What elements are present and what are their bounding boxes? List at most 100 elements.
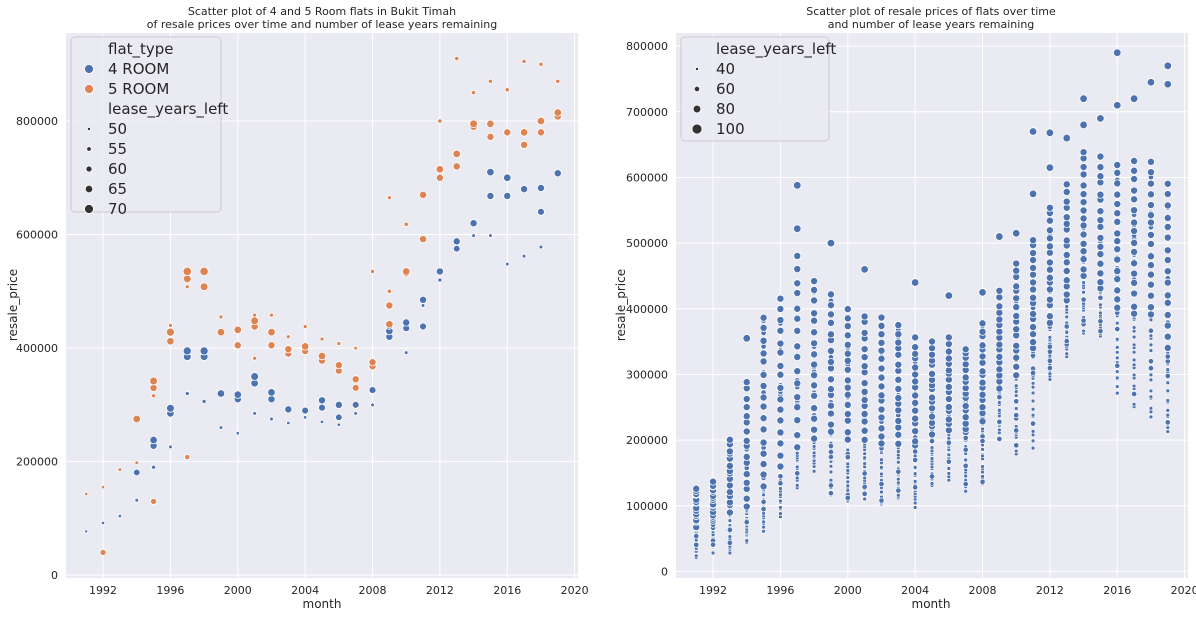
data-point	[1148, 414, 1154, 420]
data-point	[1146, 168, 1155, 177]
data-point	[403, 221, 409, 227]
data-point	[826, 301, 835, 310]
data-point	[928, 430, 937, 439]
data-point	[911, 333, 920, 342]
data-point	[946, 436, 952, 441]
data-point	[1079, 239, 1088, 248]
x-tick-label: 1992	[699, 584, 727, 597]
data-point	[1130, 238, 1139, 247]
data-point	[1029, 309, 1038, 318]
data-point	[978, 378, 987, 387]
data-point	[233, 325, 242, 335]
data-point	[725, 508, 734, 517]
data-point	[894, 430, 903, 439]
data-point	[1047, 335, 1053, 340]
data-point	[1130, 206, 1139, 215]
data-point	[963, 489, 968, 494]
data-point	[1165, 388, 1170, 393]
data-point	[944, 395, 953, 404]
data-point	[727, 550, 733, 556]
data-point	[503, 173, 512, 182]
data-point	[1063, 323, 1070, 330]
data-point	[1113, 48, 1122, 57]
data-point	[896, 492, 901, 498]
data-point	[894, 416, 903, 425]
data-point	[810, 316, 819, 325]
data-point	[1064, 330, 1069, 335]
data-point	[928, 438, 936, 445]
data-point	[944, 333, 953, 342]
data-point	[1096, 259, 1105, 268]
data-point	[961, 413, 970, 422]
data-point	[776, 316, 785, 325]
data-point	[742, 378, 751, 387]
data-point	[861, 470, 868, 477]
data-point	[961, 345, 970, 354]
data-point	[843, 314, 852, 323]
data-point	[877, 373, 886, 382]
data-point	[353, 345, 358, 351]
data-point	[912, 471, 918, 476]
data-point	[100, 520, 106, 526]
data-point	[995, 352, 1004, 361]
data-point	[1146, 270, 1155, 279]
data-point	[487, 78, 494, 84]
x-tick-label: 1996	[156, 584, 184, 597]
data-point	[843, 305, 852, 314]
data-point	[1113, 275, 1122, 284]
data-point	[1096, 216, 1105, 225]
data-point	[793, 251, 802, 260]
data-point	[995, 340, 1004, 349]
data-point	[980, 464, 985, 469]
data-point	[1146, 218, 1155, 227]
data-point	[1165, 412, 1170, 418]
data-point	[894, 406, 903, 415]
data-point	[1045, 273, 1054, 282]
right-x-axis-label: month	[912, 597, 951, 611]
data-point	[776, 339, 785, 348]
data-point	[793, 353, 802, 362]
data-point	[1115, 369, 1120, 374]
data-point	[1079, 170, 1088, 179]
data-point	[1146, 179, 1155, 188]
legend-size-title: lease_years_left	[108, 100, 228, 119]
x-tick-label: 2016	[493, 584, 521, 597]
data-point	[726, 539, 733, 546]
data-point	[1014, 448, 1019, 454]
legend-label: 100	[716, 120, 745, 138]
data-point	[504, 87, 510, 93]
data-point	[1113, 286, 1122, 295]
data-point	[1081, 280, 1086, 285]
data-point	[486, 132, 495, 141]
data-point	[810, 414, 819, 423]
data-point	[1148, 406, 1154, 411]
data-point	[929, 481, 935, 486]
data-point	[742, 436, 751, 445]
data-point	[879, 489, 884, 495]
data-point	[471, 233, 476, 238]
data-point	[1064, 314, 1069, 320]
data-point	[877, 338, 886, 347]
data-point	[553, 169, 562, 178]
data-point	[1029, 270, 1038, 279]
data-point	[1030, 398, 1036, 404]
legend-label: 40	[716, 60, 735, 78]
data-point	[777, 480, 784, 487]
data-point	[250, 316, 259, 326]
data-point	[1115, 355, 1120, 361]
data-point	[1131, 349, 1137, 355]
left-data-points	[84, 55, 562, 556]
data-point	[1131, 402, 1137, 407]
data-point	[776, 348, 785, 357]
data-point	[184, 454, 191, 461]
right-x-ticks: 1992 1996 2000 2004 2008 2012 2016 2020	[699, 584, 1196, 597]
data-point	[1098, 302, 1103, 308]
data-point	[980, 426, 985, 432]
data-point	[843, 390, 852, 399]
data-point	[810, 425, 819, 434]
data-point	[300, 342, 310, 351]
data-point	[810, 296, 819, 305]
data-point	[1130, 289, 1139, 298]
data-point	[1130, 269, 1139, 278]
